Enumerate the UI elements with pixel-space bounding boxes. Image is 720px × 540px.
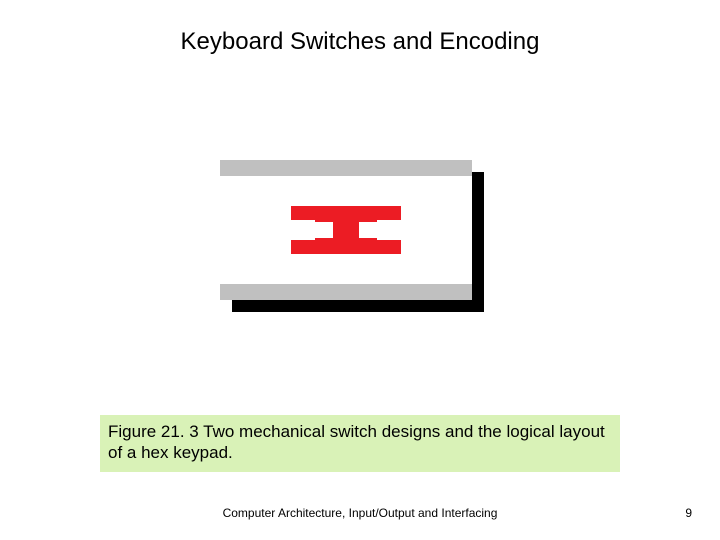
figure bbox=[220, 160, 484, 312]
slide-title: Keyboard Switches and Encoding bbox=[0, 28, 720, 56]
figure-top-bar bbox=[220, 160, 472, 176]
page-number: 9 bbox=[685, 506, 692, 520]
figure-bottom-bar bbox=[220, 284, 472, 300]
footer-text: Computer Architecture, Input/Output and … bbox=[0, 506, 720, 520]
figure-caption: Figure 21. 3 Two mechanical switch desig… bbox=[100, 415, 620, 472]
figure-panel bbox=[220, 160, 472, 300]
slide: Keyboard Switches and Encoding Figure 21… bbox=[0, 0, 720, 540]
